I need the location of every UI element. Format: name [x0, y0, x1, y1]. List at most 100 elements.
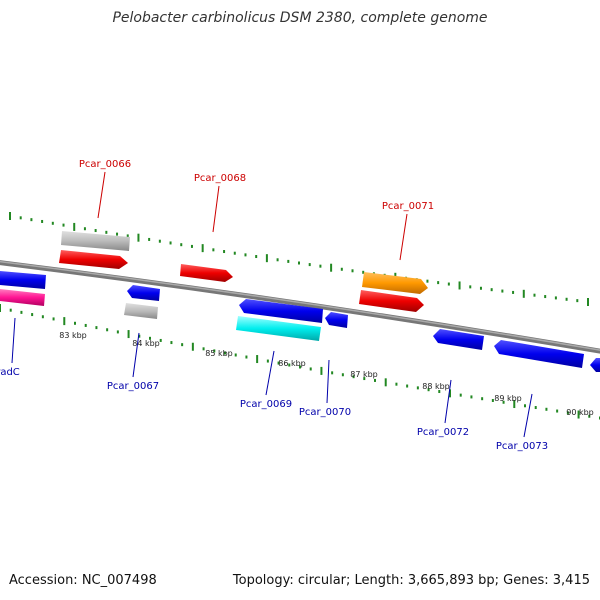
gene-label-reverse[interactable]: radC	[0, 367, 20, 378]
track-tick-mark	[309, 367, 312, 371]
track-tick-mark	[577, 410, 580, 419]
gene-label-reverse[interactable]: Pcar_0070	[299, 407, 351, 418]
track-tick-mark	[556, 409, 559, 413]
track-tick-mark	[470, 395, 473, 399]
track-tick-mark	[351, 269, 354, 273]
track-tick-mark	[362, 270, 365, 274]
reverse-label-lines	[11, 317, 533, 438]
track-tick-mark	[84, 323, 87, 327]
gene-label-forward[interactable]: Pcar_0066	[79, 159, 131, 170]
track-tick-mark	[501, 289, 504, 293]
gene-label-forward[interactable]: Pcar_0068	[194, 173, 246, 184]
kbp-tick-label: 84 kbp	[132, 339, 160, 348]
track-tick-mark	[234, 353, 237, 357]
track-tick-mark	[277, 361, 280, 365]
track-tick-mark	[490, 288, 493, 292]
kbp-tick-label: 86 kbp	[278, 359, 306, 368]
genome-summary: Topology: circular; Length: 3,665,893 bp…	[232, 573, 590, 588]
track-tick-mark	[181, 343, 184, 347]
gene-label-forward[interactable]: Pcar_0071	[382, 201, 434, 212]
track-tick-mark	[363, 377, 366, 381]
track-tick-mark	[276, 258, 279, 262]
gene-label-reverse[interactable]: Pcar_0073	[496, 441, 548, 452]
track-tick-mark	[169, 241, 172, 245]
track-tick-mark	[41, 219, 44, 223]
gene-pcar-0073[interactable]	[494, 340, 584, 368]
gene-edge-right[interactable]	[590, 358, 600, 372]
track-tick-mark	[20, 310, 23, 314]
kbp-tick-label: 90 kbp	[566, 408, 594, 417]
track-tick-mark	[588, 414, 591, 418]
track-tick-mark	[126, 234, 129, 238]
gene-label-reverse[interactable]: Pcar_0067	[107, 381, 159, 392]
track-tick-mark	[459, 393, 462, 397]
track-tick-mark	[31, 313, 34, 317]
gene-pcar-0067[interactable]	[124, 303, 158, 319]
track-tick-mark	[426, 279, 429, 283]
track-tick-mark	[340, 267, 343, 271]
track-tick-mark	[9, 212, 11, 220]
track-tick-mark	[449, 389, 451, 398]
gene-pcar-0072[interactable]	[433, 329, 484, 350]
track-tick-mark	[149, 336, 151, 340]
track-tick-mark	[191, 342, 194, 351]
gene-pcar-0069[interactable]	[236, 316, 321, 341]
gene-pcar-0066-upper[interactable]	[61, 231, 130, 251]
track-tick-mark	[51, 221, 54, 225]
track-tick-mark	[534, 406, 537, 410]
track-tick-mark	[158, 239, 161, 243]
track-tick-mark	[352, 375, 355, 379]
track-tick-mark	[138, 334, 141, 338]
track-tick-mark	[116, 232, 119, 236]
track-tick-mark	[223, 250, 226, 254]
track-tick-mark	[524, 404, 526, 408]
track-tick-mark	[566, 411, 569, 415]
gene-radc-upper[interactable]	[0, 271, 46, 289]
track-tick-mark	[106, 328, 109, 332]
track-tick-mark	[213, 349, 216, 353]
track-tick-mark	[127, 330, 130, 339]
track-tick-mark	[479, 286, 482, 290]
track-tick-mark	[159, 338, 162, 342]
track-tick-mark	[201, 244, 204, 253]
gene-pcar-0068[interactable]	[180, 264, 233, 282]
gene-pcar-0071-orange[interactable]	[362, 272, 428, 294]
track-tick-mark	[299, 365, 301, 369]
track-tick-mark	[320, 366, 323, 375]
track-tick-mark	[406, 384, 409, 388]
track-tick-mark	[330, 263, 333, 272]
track-tick-mark	[458, 281, 461, 290]
gene-pcar-0066[interactable]	[59, 250, 128, 269]
track-tick-mark	[437, 281, 440, 285]
track-tick-mark	[298, 261, 300, 265]
kbp-tick-label: 87 kbp	[350, 370, 378, 379]
track-tick-mark	[427, 388, 430, 392]
genome-backbone	[0, 260, 600, 354]
gene-radc[interactable]	[0, 289, 45, 306]
gene-pcar-0067-upper[interactable]	[127, 285, 160, 301]
gene-pcar-0069-upper[interactable]	[239, 299, 323, 323]
track-tick-mark	[105, 230, 108, 234]
track-tick-mark	[374, 378, 376, 382]
kbp-tick-labels: 83 kbp 84 kbp 85 kbp 86 kbp 87 kbp 88 kbp 89 k…	[59, 331, 594, 417]
track-tick-mark	[256, 355, 259, 364]
track-tick-mark	[287, 259, 290, 263]
track-tick-mark	[469, 285, 472, 289]
track-tick-mark	[513, 400, 516, 409]
track-tick-mark	[255, 255, 258, 259]
track-tick-mark	[512, 290, 515, 294]
gene-label-reverse[interactable]: Pcar_0072	[417, 427, 469, 438]
track-tick-mark	[0, 304, 1, 312]
track-tick-mark	[288, 363, 291, 367]
track-tick-mark	[224, 351, 226, 355]
track-tick-mark	[63, 317, 66, 326]
track-tick-mark	[190, 244, 193, 248]
track-tick-mark	[244, 253, 247, 257]
gene-pcar-0070[interactable]	[325, 312, 348, 328]
track-tick-mark	[62, 223, 65, 227]
gene-pcar-0071[interactable]	[359, 290, 424, 312]
track-tick-mark	[481, 397, 484, 401]
gene-label-reverse[interactable]: Pcar_0069	[240, 399, 292, 410]
kbp-tick-label: 83 kbp	[59, 331, 87, 340]
track-tick-mark	[52, 317, 55, 321]
